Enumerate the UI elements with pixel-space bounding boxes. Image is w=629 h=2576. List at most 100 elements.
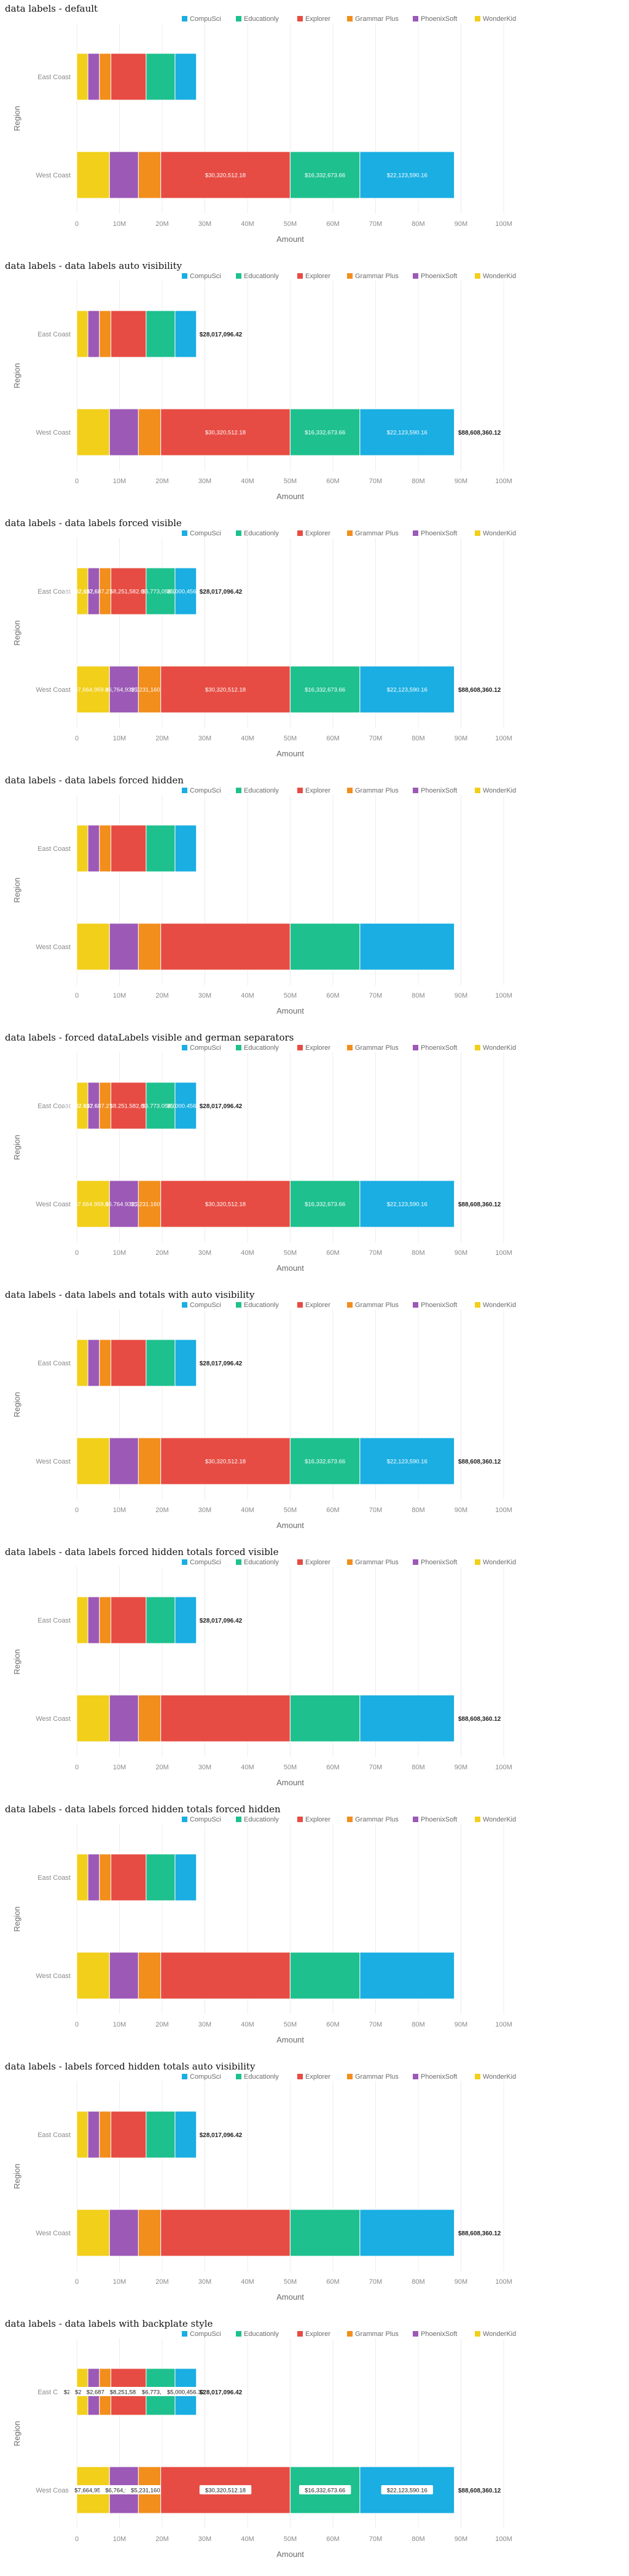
chart-title: data labels - data labels forced hidden (5, 775, 184, 786)
legend-label: PhoenixSoft (421, 1816, 457, 1823)
bar-segment (138, 1952, 162, 2000)
x-tick-label: 90M (455, 1507, 467, 1514)
x-tick-label: 100M (495, 2278, 512, 2286)
bar-segment (87, 2111, 100, 2159)
y-category-label: East Coast (37, 1103, 71, 1110)
chart-title: data labels - data labels forced hidden … (5, 1546, 279, 1558)
x-tick-label: 100M (495, 478, 512, 485)
legend-label: Explorer (305, 1559, 330, 1566)
bar-segment (359, 665, 455, 713)
legend-swatch (475, 1817, 480, 1822)
legend-label: Grammar Plus (355, 273, 399, 280)
chart-title: data labels - default (5, 3, 98, 14)
legend-label: Educationly (244, 1559, 279, 1566)
legend-swatch (182, 530, 187, 536)
data-label: $6,773,054.00 (142, 589, 179, 596)
bar-segment (99, 1853, 112, 1901)
legend-swatch (297, 788, 303, 793)
legend-swatch (347, 16, 353, 21)
data-label: $22,123,590.16 (387, 1201, 428, 1208)
x-tick-label: 30M (198, 735, 211, 742)
total-label: $88,608,360.12 (458, 1459, 501, 1465)
x-tick-label: 100M (495, 220, 512, 228)
legend: CompuSci Educationly Explorer Grammar Plus P… (182, 2330, 516, 2338)
bar-segment (111, 1082, 147, 1130)
legend-label: Grammar Plus (355, 15, 399, 23)
x-tick-label: 0 (75, 2021, 79, 2028)
data-label: $16,332,673.66 (305, 687, 345, 694)
data-label: $7,664,959.07 (74, 2488, 112, 2494)
legend-label: Grammar Plus (355, 2330, 399, 2338)
x-tick-label: 40M (241, 220, 254, 228)
y-axis-title: Region (12, 1135, 21, 1160)
chart-svg: CompuSci Educationly Explorer Grammar Plus P… (12, 1302, 516, 1530)
data-label: $22,123,590.16 (387, 2488, 428, 2494)
x-axis-title: Amount (276, 1263, 304, 1273)
bar-segment (111, 2111, 147, 2159)
x-tick-label: 50M (284, 735, 297, 742)
x-tick-label: 20M (155, 992, 168, 999)
bar-segment (76, 923, 110, 971)
x-tick-label: 50M (284, 2535, 297, 2543)
legend-swatch (297, 273, 303, 279)
y-category-label: East Coast (37, 1874, 71, 1882)
x-tick-label: 40M (241, 992, 254, 999)
chart-panel: data labels - data labels and totals wit… (0, 1286, 629, 1543)
data-label-backplate (199, 2485, 252, 2494)
legend-swatch (182, 1302, 187, 1308)
data-label: $30,320,512.18 (205, 430, 246, 436)
x-tick-label: 60M (326, 2278, 339, 2286)
x-tick-label: 100M (495, 735, 512, 742)
legend-label: CompuSci (190, 530, 221, 537)
x-tick-label: 50M (284, 1764, 297, 1771)
x-tick-label: 70M (369, 2278, 382, 2286)
data-label: $30,320,512.18 (205, 2488, 246, 2494)
legend-label: PhoenixSoft (421, 1044, 457, 1052)
y-category-label: East Coast (37, 1617, 71, 1624)
legend-label: Explorer (305, 530, 330, 537)
data-label: $8,251,582.60 (110, 2389, 147, 2396)
data-label: $16,332,673.66 (305, 430, 345, 436)
legend-label: WonderKid (483, 2330, 516, 2338)
legend: CompuSci Educationly Explorer Grammar Plus P… (182, 1302, 516, 1309)
bar-segment (76, 1694, 110, 1742)
legend-label: Explorer (305, 273, 330, 280)
x-tick-label: 50M (284, 992, 297, 999)
x-tick-label: 80M (412, 1507, 424, 1514)
y-category-label: East Coast (37, 845, 71, 853)
y-category-label: West Coast (36, 1973, 71, 1980)
x-tick-label: 20M (155, 2535, 168, 2543)
x-tick-label: 40M (241, 1764, 254, 1771)
bar-segment (174, 53, 197, 101)
legend-label: PhoenixSoft (421, 1559, 457, 1566)
y-category-label: West Coast (36, 2487, 71, 2494)
chart-title: data labels - data labels forced hidden … (5, 1804, 281, 1815)
x-tick-label: 100M (495, 992, 512, 999)
bar-segment (99, 2111, 112, 2159)
chart-svg: CompuSci Educationly Explorer Grammar Plus P… (12, 2073, 516, 2302)
x-tick-label: 0 (75, 1507, 79, 1514)
legend-swatch (236, 2331, 241, 2337)
x-axis-title: Amount (276, 2550, 304, 2559)
legend-swatch (413, 1817, 418, 1822)
chart-panel: data labels - data labels auto visibilit… (0, 257, 629, 514)
x-tick-label: 80M (412, 478, 424, 485)
bar-segment (76, 2209, 110, 2257)
bar-segment (87, 1339, 100, 1387)
x-tick-label: 20M (155, 2021, 168, 2028)
data-label: $30,320,512.18 (205, 173, 246, 179)
data-label: $8.251.582,60 (110, 1103, 147, 1110)
legend-label: CompuSci (190, 1302, 221, 1309)
legend-swatch (297, 530, 303, 536)
y-axis-title: Region (12, 2163, 21, 2189)
x-tick-label: 10M (113, 2535, 126, 2543)
legend-label: WonderKid (483, 273, 516, 280)
bar-segment (99, 1596, 112, 1644)
data-label: $7.664.959,07 (74, 1201, 112, 1208)
x-axis-title: Amount (276, 2035, 304, 2044)
legend-swatch (413, 16, 418, 21)
bar-segment (87, 1853, 100, 1901)
x-tick-label: 20M (155, 1249, 168, 1257)
x-tick-label: 30M (198, 1507, 211, 1514)
total-label: $28,017,096.42 (200, 1103, 243, 1110)
